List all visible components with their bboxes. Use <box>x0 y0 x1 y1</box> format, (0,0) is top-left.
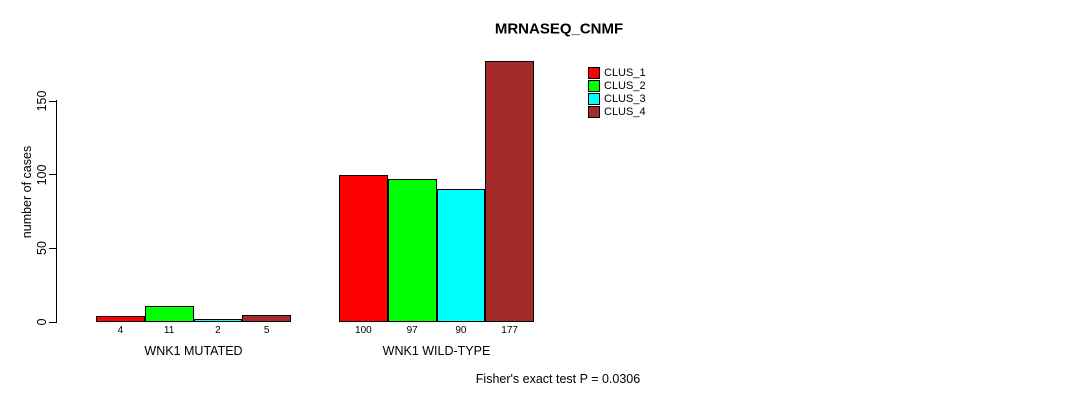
bar-value-label: 177 <box>501 325 518 336</box>
legend-swatch-clus-2 <box>588 79 600 92</box>
y-axis-tick-label: 150 <box>35 90 49 112</box>
bar-clus-4-wnk1-mutated <box>242 314 291 322</box>
legend-label: CLUS_2 <box>604 79 646 92</box>
bar-value-label: 90 <box>455 325 467 336</box>
x-axis-category-label-wnk1-wild-type: WNK1 WILD-TYPE <box>382 344 491 358</box>
footer-annotation: Fisher's exact test P = 0.0306 <box>475 372 641 386</box>
y-axis-tick <box>49 100 56 102</box>
legend-swatch-clus-1 <box>588 66 600 79</box>
bar-value-label: 4 <box>117 325 124 336</box>
legend-item-clus-3: CLUS_3 <box>588 92 646 105</box>
bar-value-label: 97 <box>406 325 418 336</box>
legend-label: CLUS_3 <box>604 92 646 105</box>
y-axis-tick <box>49 174 56 176</box>
bar-value-label: 11 <box>163 325 175 336</box>
bar-clus-1-wnk1-wild-type <box>339 174 388 322</box>
y-axis-line <box>56 100 57 323</box>
bar-clus-3-wnk1-wild-type <box>436 189 486 322</box>
y-axis-tick-label: 100 <box>35 164 49 186</box>
bar-clus-2-wnk1-wild-type <box>387 179 437 322</box>
bar-clus-3-wnk1-mutated <box>193 319 243 322</box>
bar-value-label: 100 <box>355 325 372 336</box>
bar-clus-2-wnk1-mutated <box>144 305 194 322</box>
legend-label: CLUS_1 <box>604 66 646 79</box>
legend-swatch-clus-3 <box>588 92 600 105</box>
legend: CLUS_1 CLUS_2 CLUS_3 CLUS_4 <box>588 66 646 118</box>
legend-swatch-clus-4 <box>588 105 600 118</box>
legend-item-clus-2: CLUS_2 <box>588 79 646 92</box>
bar-clus-1-wnk1-mutated <box>96 316 145 322</box>
legend-item-clus-1: CLUS_1 <box>588 66 646 79</box>
legend-label: CLUS_4 <box>604 105 646 118</box>
y-axis-tick-label: 0 <box>35 318 49 326</box>
legend-item-clus-4: CLUS_4 <box>588 105 646 118</box>
bar-clus-4-wnk1-wild-type <box>485 61 534 322</box>
bar-value-label: 2 <box>215 325 221 336</box>
y-axis-tick-label: 50 <box>35 241 49 256</box>
bar-value-label: 5 <box>263 325 270 336</box>
y-axis-tick <box>49 321 56 323</box>
x-axis-category-label-wnk1-mutated: WNK1 MUTATED <box>144 344 243 358</box>
y-axis-tick <box>49 247 56 249</box>
y-axis-label: number of cases <box>20 145 34 239</box>
chart-title: MRNASEQ_CNMF <box>494 20 624 38</box>
